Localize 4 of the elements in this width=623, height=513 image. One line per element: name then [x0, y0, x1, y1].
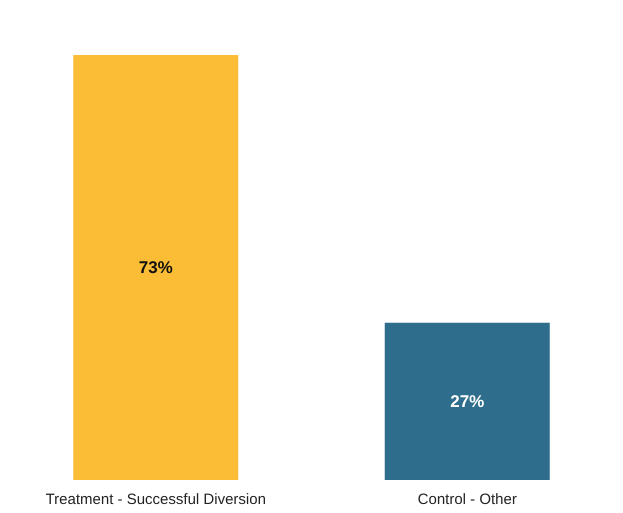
data-label: 27%: [450, 392, 484, 411]
data-label: 73%: [138, 258, 173, 277]
x-tick-label: Control - Other: [418, 491, 517, 508]
x-tick-label: Treatment - Successful Diversion: [46, 491, 266, 508]
